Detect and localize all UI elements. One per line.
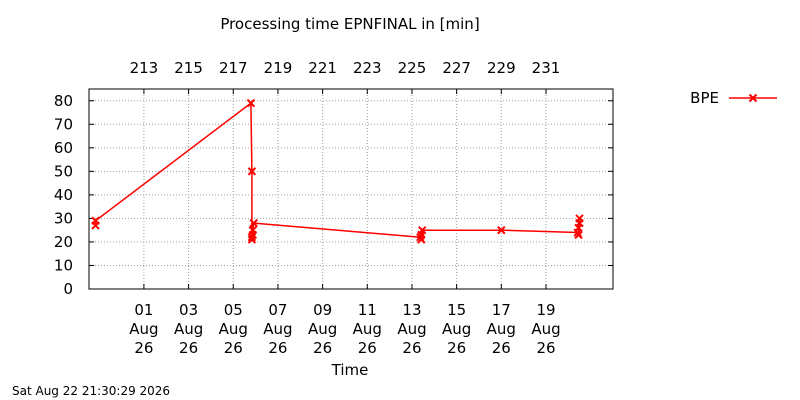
x2-tick-label: 217: [219, 59, 248, 77]
x-tick-label: 17: [492, 301, 511, 319]
x-tick-label: 05: [224, 301, 243, 319]
x2-tick-label: 223: [353, 59, 382, 77]
chart-title: Processing time EPNFINAL in [min]: [220, 15, 479, 33]
x-tick-label: 26: [224, 339, 243, 357]
x-tick-label: 26: [313, 339, 332, 357]
y-tick-label: 20: [54, 233, 73, 251]
y-tick-label: 10: [54, 256, 73, 274]
marker-stroke: [248, 225, 258, 235]
x-tick-label: 26: [492, 339, 511, 357]
data-point-marker: [574, 230, 583, 240]
data-point-marker: [417, 225, 427, 235]
x-tick-label: 11: [358, 301, 377, 319]
data-point-marker: [91, 216, 100, 225]
series-layer: [91, 98, 584, 244]
x-tick-label: Aug: [263, 320, 292, 338]
data-point-marker: [248, 225, 258, 235]
marker-stroke: [246, 98, 256, 108]
y-tick-label: 70: [54, 115, 73, 133]
data-point-marker: [249, 218, 258, 228]
x-tick-label: Aug: [442, 320, 471, 338]
x-tick-label: 15: [447, 301, 466, 319]
y-tick-label: 60: [54, 139, 73, 157]
marker-stroke: [91, 216, 100, 225]
x-tick-label: 26: [402, 339, 421, 357]
timestamp: Sat Aug 22 21:30:29 2026: [12, 384, 170, 398]
x2-tick-label: 231: [532, 59, 561, 77]
x-tick-label: 07: [268, 301, 287, 319]
x-tick-label: 26: [134, 339, 153, 357]
x-tick-label: Aug: [129, 320, 158, 338]
marker-stroke: [575, 214, 584, 223]
x-tick-label: 26: [536, 339, 555, 357]
x2-tick-label: 221: [308, 59, 337, 77]
x2-tick-label: 229: [487, 59, 516, 77]
x-tick-label: 26: [358, 339, 377, 357]
x-tick-label: 26: [179, 339, 198, 357]
legend-label-bpe: BPE: [690, 89, 719, 107]
marker-stroke: [497, 225, 506, 235]
x-tick-label: 26: [447, 339, 466, 357]
x-tick-label: Aug: [531, 320, 560, 338]
y-tick-label: 50: [54, 162, 73, 180]
x-tick-label: 13: [402, 301, 421, 319]
data-point-marker: [247, 167, 257, 176]
y-tick-label: 40: [54, 186, 73, 204]
marker-stroke: [417, 225, 427, 235]
x-tick-label: 01: [134, 301, 153, 319]
x-tick-label: Aug: [353, 320, 382, 338]
y-tick-label: 80: [54, 92, 73, 110]
x2-tick-label: 227: [442, 59, 471, 77]
y-tick-label: 0: [63, 280, 73, 298]
x-tick-label: 09: [313, 301, 332, 319]
legend: BPE: [690, 89, 777, 107]
x2-tick-label: 213: [130, 59, 159, 77]
legend-marker-bpe: [748, 93, 758, 103]
marker-stroke: [574, 230, 583, 240]
data-point-marker: [575, 214, 584, 223]
x2-tick-label: 219: [264, 59, 293, 77]
y-tick-label: 30: [54, 209, 73, 227]
marker-stroke: [748, 93, 758, 103]
x2-tick-label: 215: [174, 59, 203, 77]
data-point-marker: [497, 225, 506, 235]
x-tick-label: Aug: [397, 320, 426, 338]
x-tick-label: 26: [268, 339, 287, 357]
x-tick-label: 19: [536, 301, 555, 319]
data-point-marker: [246, 98, 256, 108]
x-tick-label: Aug: [487, 320, 516, 338]
grid: [89, 89, 613, 290]
x-tick-label: Aug: [174, 320, 203, 338]
x-tick-label: Aug: [219, 320, 248, 338]
plot-frame: [88, 88, 614, 290]
axis-ticks: 0102030405060708001Aug2603Aug2605Aug2607…: [54, 59, 613, 357]
x-axis-label: Time: [331, 361, 369, 379]
marker-stroke: [249, 218, 258, 228]
x-tick-label: 03: [179, 301, 198, 319]
x-tick-label: Aug: [308, 320, 337, 338]
x2-tick-label: 225: [398, 59, 427, 77]
marker-stroke: [247, 167, 257, 176]
